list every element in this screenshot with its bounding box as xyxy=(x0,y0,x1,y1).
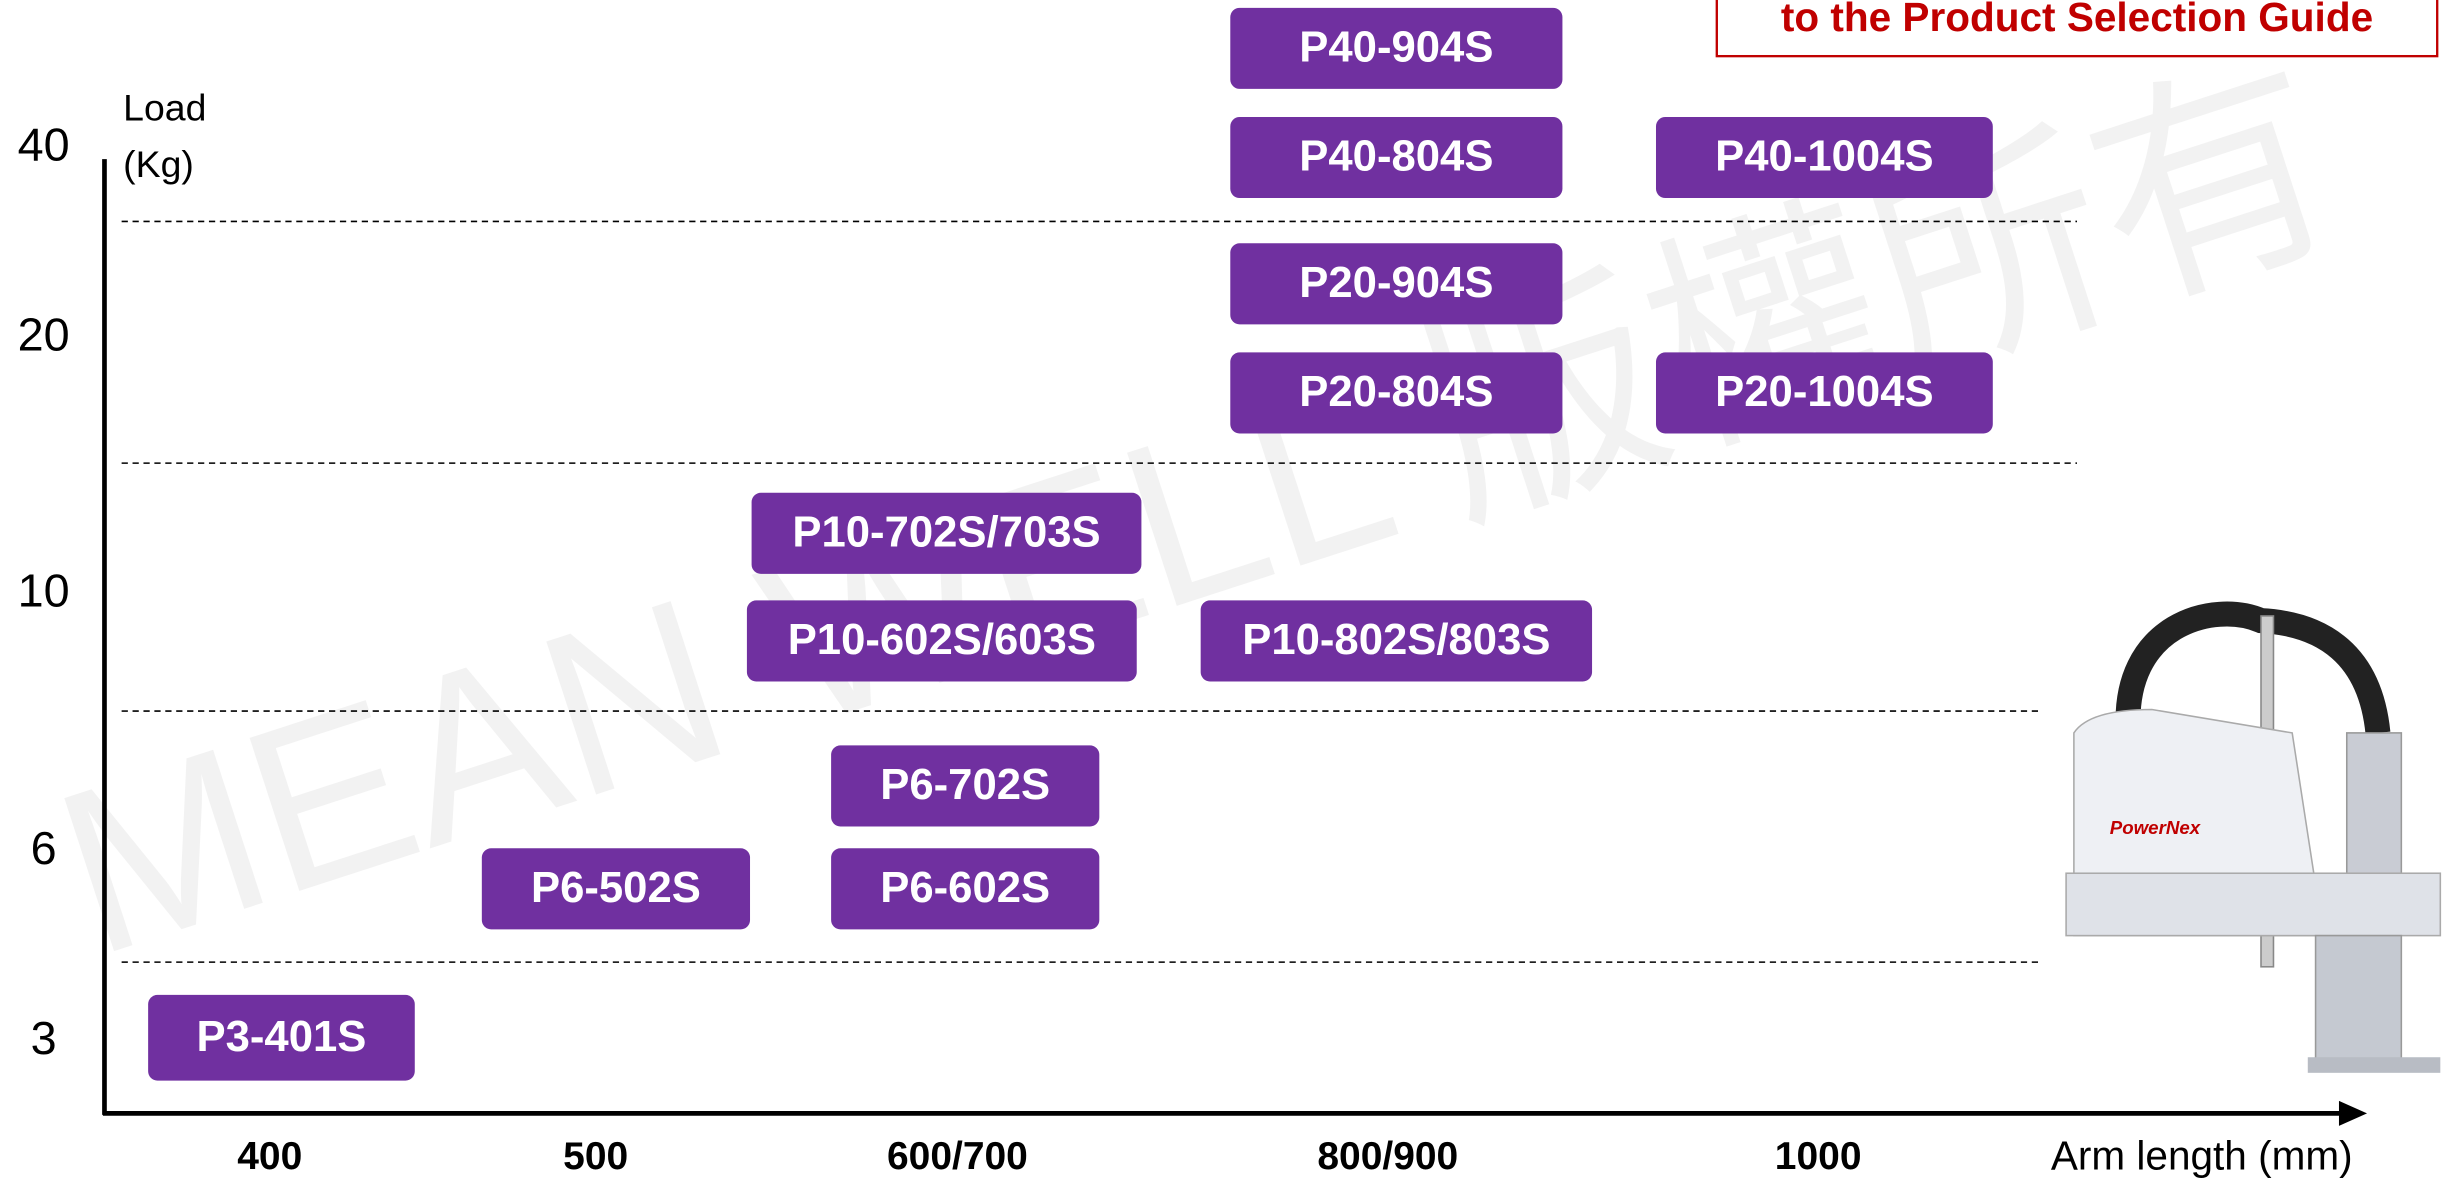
product-box[interactable] xyxy=(148,994,415,1081)
product-box[interactable] xyxy=(1655,116,1993,199)
product-box[interactable] xyxy=(831,745,1100,827)
product-label[interactable]: P20-904S xyxy=(1299,258,1493,307)
product-box[interactable] xyxy=(1230,243,1563,325)
x-label: 800/900 xyxy=(1317,1135,1458,1178)
y-label: 10 xyxy=(18,564,70,616)
product-box[interactable] xyxy=(831,848,1100,930)
product-label[interactable]: P10-602S/603S xyxy=(788,615,1096,664)
product-label[interactable]: P6-502S xyxy=(531,863,701,912)
product-label[interactable]: P10-802S/803S xyxy=(1242,615,1550,664)
product-boxes: P40-904S P40-804S P40-1004S P20-904S P20-804… xyxy=(148,7,1993,1081)
axis-labels: 40 20 10 6 3 400 500 600/700 800/900 1000 xyxy=(18,119,1862,1178)
y-label: 3 xyxy=(31,1012,57,1064)
product-label[interactable]: P3-401S xyxy=(197,1012,367,1061)
product-label[interactable]: P40-904S xyxy=(1299,22,1493,71)
product-box[interactable] xyxy=(746,600,1137,682)
product-label[interactable]: P40-1004S xyxy=(1715,132,1933,181)
product-box[interactable] xyxy=(751,492,1142,574)
product-label[interactable]: P6-702S xyxy=(880,760,1050,809)
y-axis-title: (Kg) xyxy=(123,143,194,185)
x-label: 400 xyxy=(237,1135,302,1178)
svg-text:PowerNex: PowerNex xyxy=(2110,817,2202,838)
product-box[interactable] xyxy=(481,848,751,930)
y-label: 40 xyxy=(18,119,70,171)
x-axis-title: Arm length (mm) xyxy=(2051,1132,2353,1178)
product-label[interactable]: P6-602S xyxy=(880,863,1050,912)
guide-link[interactable]: to the Product Selection Guide xyxy=(1781,0,2373,40)
product-label[interactable]: P40-804S xyxy=(1299,132,1493,181)
guide-box[interactable] xyxy=(1715,0,2439,58)
product-label[interactable]: P20-1004S xyxy=(1715,367,1933,416)
x-label: 1000 xyxy=(1775,1135,1862,1178)
watermark: MEAN WELL 版權所有 xyxy=(30,23,2364,1004)
product-label[interactable]: P20-804S xyxy=(1299,367,1493,416)
x-label: 500 xyxy=(563,1135,628,1178)
product-box[interactable] xyxy=(1655,352,1993,434)
y-label: 20 xyxy=(18,309,70,361)
product-label[interactable]: P10-702S/703S xyxy=(792,507,1100,556)
y-label: 6 xyxy=(31,822,57,874)
divider-lines xyxy=(121,220,2078,963)
product-box[interactable] xyxy=(1230,352,1563,434)
x-axis-arrow xyxy=(2338,1100,2368,1126)
robot-illustration: PowerNex xyxy=(2065,601,2442,1073)
product-box[interactable] xyxy=(1230,116,1563,199)
y-axis-title: Load xyxy=(123,87,206,129)
product-box[interactable] xyxy=(1230,7,1563,89)
x-label: 600/700 xyxy=(887,1135,1028,1178)
product-box[interactable] xyxy=(1200,600,1593,682)
